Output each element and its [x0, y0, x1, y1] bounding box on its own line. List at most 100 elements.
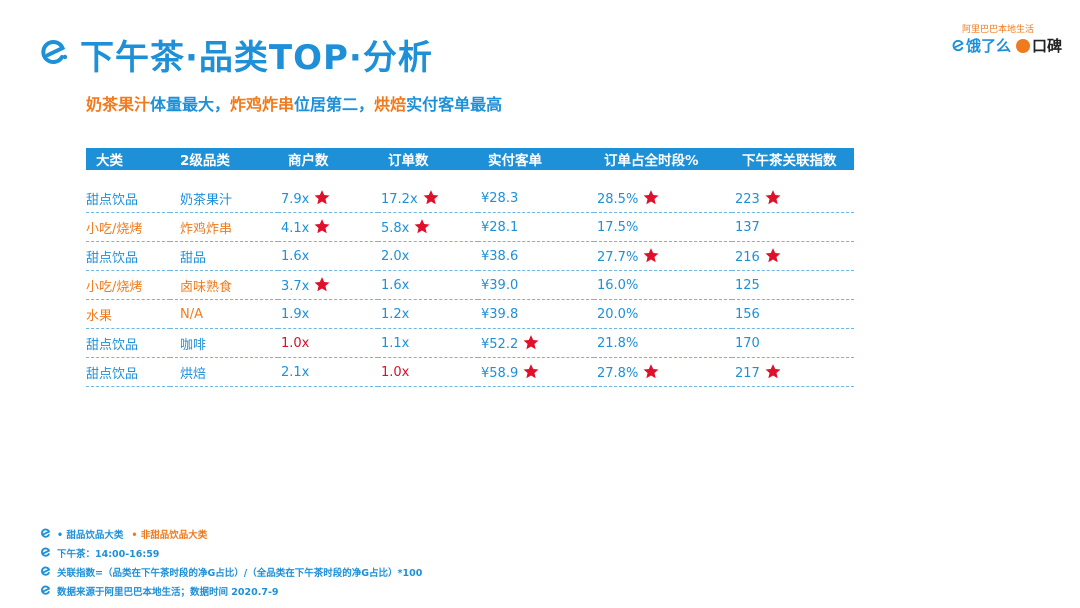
cell-text: 27.7% — [597, 250, 639, 265]
cell-text: ¥28.1 — [481, 219, 519, 235]
ele-e-logo-icon — [41, 547, 51, 557]
cell-text: 甜点饮品 — [86, 366, 139, 382]
ele-e-logo-icon — [41, 566, 51, 576]
table-cell: 甜点饮品 — [86, 357, 170, 387]
table-cell: 223 — [732, 184, 854, 213]
star-icon — [413, 218, 431, 235]
table-cell: 小吃/烧烤 — [86, 212, 170, 242]
table-cell: 170 — [732, 328, 854, 358]
cell-text: 1.1x — [381, 335, 410, 351]
table-cell: 1.0x — [378, 357, 478, 387]
column-header: 商户数 — [278, 148, 378, 170]
cell-text: 223 — [735, 192, 760, 207]
eleme-name: 饿了么 — [965, 37, 1011, 55]
source-note: 数据来源于阿里巴巴本地生活；数据时间 2020.7-9 — [40, 581, 422, 600]
subtitle-part: 位居第二， — [294, 95, 375, 114]
footnotes: • 甜品饮品大类 • 非甜品饮品大类 下午茶：14:00-16:59 关联指数=… — [40, 524, 422, 600]
cell-text: 28.5% — [597, 192, 639, 207]
legend-sweet: • 甜品饮品大类 — [57, 529, 124, 541]
cell-text: N/A — [180, 306, 203, 322]
ele-e-logo-icon — [952, 39, 964, 51]
table-cell: ¥28.3 — [478, 184, 594, 213]
table-cell: 卤味熟食 — [170, 270, 278, 300]
column-header: 大类 — [86, 148, 170, 170]
table-cell: ¥39.8 — [478, 299, 594, 329]
brand-logos: 阿里巴巴本地生活 饿了么 口碑 — [932, 22, 1062, 62]
star-icon — [313, 189, 331, 206]
star-icon — [764, 247, 782, 264]
table-cell: 2.1x — [278, 357, 378, 387]
cell-text: 4.1x — [281, 221, 310, 236]
table-cell: 125 — [732, 270, 854, 300]
table-cell: 20.0% — [594, 299, 732, 329]
table-cell: 甜品 — [170, 241, 278, 271]
page-subtitle: 奶茶果汁体量最大，炸鸡炸串位居第二，烘焙实付客单最高 — [86, 91, 502, 115]
table-cell: ¥28.1 — [478, 212, 594, 242]
table-cell: 1.1x — [378, 328, 478, 358]
subtitle-part: 体量最大， — [150, 95, 231, 114]
star-icon — [764, 189, 782, 206]
table-row: 甜点饮品 甜品 1.6x 2.0x ¥38.6 27.7% 216 — [86, 241, 854, 271]
koubei-logo: 口碑 — [1015, 35, 1062, 56]
ele-e-logo-icon — [41, 585, 51, 595]
table-cell: 水果 — [86, 299, 170, 329]
table-cell: ¥38.6 — [478, 241, 594, 271]
index-definition: 关联指数=（品类在下午茶时段的净G占比）/（全品类在下午茶时段的净G占比）*10… — [57, 567, 423, 579]
table-cell: 1.2x — [378, 299, 478, 329]
category-table: 大类 2级品类 商户数 订单数 实付客单 订单占全时段% 下午茶关联指数 甜点饮… — [86, 148, 854, 387]
cell-text: 1.6x — [281, 248, 310, 264]
star-icon — [642, 247, 660, 264]
cell-text: 17.5% — [597, 219, 639, 235]
cell-text: ¥58.9 — [481, 366, 519, 381]
cell-text: 甜点饮品 — [86, 337, 139, 353]
table-cell: 21.8% — [594, 328, 732, 358]
table-cell: N/A — [170, 299, 278, 329]
table-row: 甜点饮品 咖啡 1.0x 1.1x ¥52.2 21.8% 170 — [86, 328, 854, 358]
cell-text: 27.8% — [597, 366, 639, 381]
table-cell: 28.5% — [594, 184, 732, 213]
cell-text: 1.0x — [281, 335, 310, 351]
cell-text: 5.8x — [381, 221, 410, 236]
cell-text: ¥52.2 — [481, 337, 519, 352]
ele-e-logo-icon — [41, 40, 68, 64]
ele-e-logo-icon — [41, 528, 51, 538]
cell-text: ¥38.6 — [481, 248, 519, 264]
legend-non-sweet: • 非甜品饮品大类 — [131, 529, 208, 541]
cell-text: 125 — [735, 277, 760, 293]
legend-note: • 甜品饮品大类 • 非甜品饮品大类 — [40, 524, 422, 543]
star-icon — [522, 334, 540, 351]
cell-text: 小吃/烧烤 — [86, 279, 143, 295]
table-cell: 甜点饮品 — [86, 328, 170, 358]
table-cell: 小吃/烧烤 — [86, 270, 170, 300]
cell-text: 烘焙 — [180, 366, 207, 382]
cell-text: 1.6x — [381, 277, 410, 293]
table-cell: 炸鸡炸串 — [170, 212, 278, 242]
cell-text: 17.2x — [381, 192, 418, 207]
table-cell: 甜点饮品 — [86, 184, 170, 213]
star-icon — [764, 363, 782, 380]
cell-text: 炸鸡炸串 — [180, 221, 233, 237]
cell-text: 1.9x — [281, 306, 310, 322]
table-row: 甜点饮品 奶茶果汁 7.9x 17.2x ¥28.3 28.5% 223 — [86, 184, 854, 213]
cell-text: 1.2x — [381, 306, 410, 322]
star-icon — [642, 363, 660, 380]
column-header: 订单数 — [378, 148, 478, 170]
table-cell: ¥39.0 — [478, 270, 594, 300]
eleme-logo: 饿了么 — [951, 35, 1011, 56]
time-text: 下午茶：14:00-16:59 — [57, 548, 160, 560]
source-text: 数据来源于阿里巴巴本地生活；数据时间 2020.7-9 — [57, 586, 279, 598]
column-header: 下午茶关联指数 — [732, 148, 854, 170]
subtitle-part: 炸鸡炸串 — [230, 95, 295, 114]
table-row: 小吃/烧烤 卤味熟食 3.7x 1.6x ¥39.0 16.0% 125 — [86, 270, 854, 300]
table-cell: 1.6x — [378, 270, 478, 300]
cell-text: 21.8% — [597, 335, 639, 351]
table-cell: 甜点饮品 — [86, 241, 170, 271]
table-cell: 17.2x — [378, 184, 478, 213]
star-icon — [522, 363, 540, 380]
koubei-name: 口碑 — [1031, 37, 1062, 55]
page-title: 下午茶·品类TOP·分析 — [80, 38, 433, 78]
cell-text: 7.9x — [281, 192, 310, 207]
table-cell: 156 — [732, 299, 854, 329]
star-icon — [642, 189, 660, 206]
cell-text: 甜点饮品 — [86, 192, 139, 208]
